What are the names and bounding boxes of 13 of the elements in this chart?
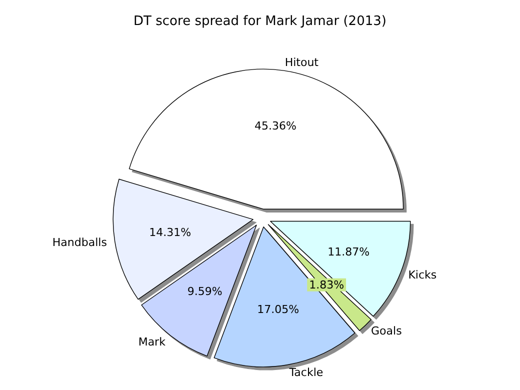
data-label: 1.83% [309,278,344,292]
data-label: 9.59% [187,284,222,298]
slice-label: Handballs [52,236,108,250]
slice-label: Kicks [408,268,437,282]
slice-label: Hitout [284,56,320,70]
slice-label: Tackle [288,366,324,380]
slice-label: Mark [138,335,166,348]
data-label: 17.05% [257,303,300,316]
data-label: 14.31% [149,226,192,240]
data-label: 11.87% [328,245,370,258]
slice-label: Goals [371,324,402,338]
chart-title: DT score spread for Mark Jamar (2013) [134,14,386,29]
data-label: 45.36% [254,119,296,132]
